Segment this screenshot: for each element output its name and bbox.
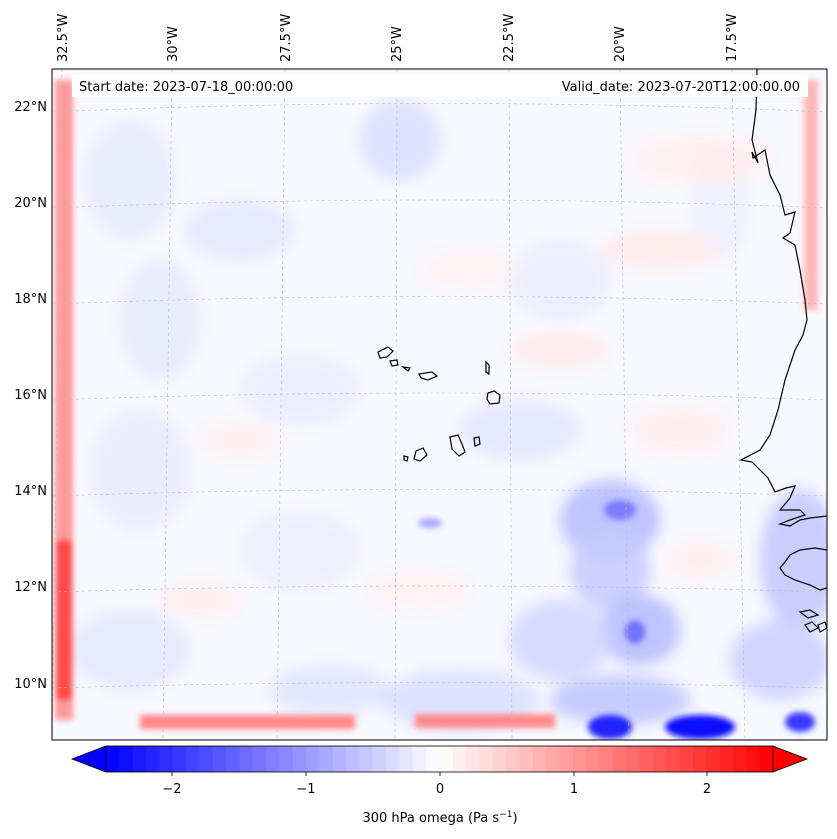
colorbar-segment [399,746,414,772]
lon-label: 25°W [390,26,405,62]
lat-label: 12°N [14,580,47,595]
colorbar-segment [346,746,361,772]
colorbar-segment [506,746,521,772]
lat-label: 14°N [14,484,47,499]
map-frame [51,68,828,741]
colorbar-segment [252,746,267,772]
colorbar-ticks [171,772,708,776]
colorbar-segment [546,746,561,772]
colorbar-segment [292,746,307,772]
colorbar-segment [332,746,347,772]
colorbar-segment [386,746,401,772]
colorbar-high-extend [772,745,809,773]
colorbar-segment [692,746,707,772]
date-box [72,75,808,97]
lat-label: 10°N [14,677,47,692]
colorbar-segment [466,746,481,772]
colorbar-tick-label: −1 [296,782,315,797]
colorbar-segment [226,746,240,772]
colorbar-segments [106,746,774,772]
colorbar-segment [746,746,761,772]
omega-field-strong [55,80,818,739]
colorbar-frame [105,745,774,773]
colorbar-segment [199,746,214,772]
lat-label: 20°N [14,196,47,211]
colorbar-segment [426,746,441,772]
colorbar-segment [132,746,147,772]
lon-label: 22.5°W [502,14,517,62]
lat-label: 18°N [14,292,47,307]
valid-date: Valid_date: 2023-07-20T12:00:00.00 [562,80,800,95]
colorbar-tick-label: 2 [703,782,711,797]
colorbar-segment [719,746,734,772]
lat-label: 16°N [14,388,47,403]
colorbar-segment [186,746,200,772]
colorbar-segment [212,746,227,772]
colorbar-segment [599,746,614,772]
colorbar-segment [319,746,334,772]
colorbar-segment [586,746,601,772]
colorbar-segment [572,746,587,772]
colorbar-segment [279,746,294,772]
lon-label: 27.5°W [279,14,294,62]
colorbar-tick-label: −2 [162,782,181,797]
colorbar-segment [479,746,494,772]
lat-label: 22°N [14,100,47,115]
colorbar-segment [612,746,627,772]
colorbar-segment [492,746,507,772]
colorbar-segment [439,746,454,772]
colorbar-segment [666,746,681,772]
colorbar-title: 300 hPa omega (Pa s−1) [362,810,517,826]
colorbar-segment [159,746,174,772]
colorbar-tick-label: 1 [570,782,578,797]
colorbar-tick-label: 0 [436,782,444,797]
colorbar-segment [626,746,641,772]
colorbar-segment [412,746,427,772]
colorbar-segment [306,746,321,772]
colorbar-segment [119,746,134,772]
colorbar-low-extend [70,745,107,773]
colorbar-segment [359,746,374,772]
colorbar-segment [239,746,254,772]
lon-label: 32.5°W [56,14,71,62]
colorbar-segment [639,746,654,772]
longitude-axis: 32.5°W 30°W 27.5°W 25°W 22.5°W 20°W 17.5… [56,14,740,62]
colorbar-segment [559,746,574,772]
colorbar-segment [106,746,120,772]
colorbar-segment [532,746,547,772]
coastline [739,69,827,633]
latitude-axis: 22°N 20°N 18°N 16°N 14°N 12°N 10°N [14,100,47,692]
colorbar-segment [266,746,281,772]
lon-label: 30°W [166,26,181,62]
colorbar-segment [706,746,721,772]
colorbar-segment [652,746,667,772]
colorbar-segment [452,746,467,772]
colorbar-segment [372,746,387,772]
cape-verde-islands [377,346,501,462]
colorbar-segment [519,746,534,772]
colorbar: −2 −1 0 1 2 300 hPa omega (Pa s−1) [70,745,809,826]
colorbar-segment [759,746,774,772]
colorbar-segment [172,746,187,772]
lon-label: 20°W [613,26,628,62]
lon-label: 17.5°W [725,14,740,62]
start-date: Start date: 2023-07-18_00:00:00 [79,80,293,95]
map-area [52,69,827,740]
graticule [52,69,827,740]
colorbar-segment [146,746,160,772]
colorbar-segment [679,746,694,772]
colorbar-segment [732,746,747,772]
